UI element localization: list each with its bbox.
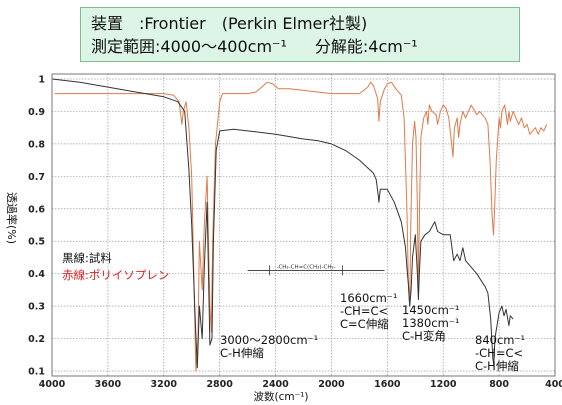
measurement-range: 測定範囲:4000～400cm⁻¹ bbox=[91, 37, 287, 56]
x-tick-label: 2800 bbox=[206, 379, 233, 390]
annotation-line: C-H変角 bbox=[402, 329, 446, 343]
measurement-info-box: 装置 :Frontier (Perkin Elmer社製) 測定範囲:4000～… bbox=[80, 7, 520, 62]
annotation-line: 1660cm⁻¹ bbox=[340, 291, 398, 305]
y-tick-label: 0.4 bbox=[28, 269, 45, 280]
annotation-ch-oop: 840cm⁻¹ -CH=C< C-H伸縮 bbox=[475, 334, 525, 373]
y-tick-label: 0.7 bbox=[28, 172, 45, 183]
x-tick-label: 3600 bbox=[95, 379, 122, 390]
y-tick-label: 0.2 bbox=[28, 334, 45, 345]
plot-frame bbox=[51, 73, 556, 377]
annotation-line: C=C伸縮 bbox=[340, 317, 389, 331]
annotation-line: 840cm⁻¹ bbox=[475, 333, 526, 347]
spectrum-series bbox=[51, 78, 548, 372]
x-tick-label: 4000 bbox=[39, 379, 66, 390]
structure-label: -CH₂-CH=C(CH₃)-CH₂- bbox=[276, 264, 335, 270]
legend: 黒線:試料 赤線:ポリイソプレン bbox=[62, 250, 169, 284]
x-tick-label: 2400 bbox=[262, 379, 289, 390]
annotation-line: C-H伸縮 bbox=[220, 346, 264, 360]
x-tick-labels: 4000 3600 3200 2800 2400 2000 1600 1200 800 400 bbox=[39, 379, 562, 390]
y-axis-label: 透過率(%) bbox=[5, 191, 18, 245]
annotation-cc-stretch: 1660cm⁻¹ -CH=C< C=C伸縮 bbox=[340, 292, 397, 331]
y-tick-label: 0.1 bbox=[28, 367, 45, 378]
annotation-ch-bend: 1450cm⁻¹ 1380cm⁻¹ C-H変角 bbox=[402, 304, 459, 343]
y-tick-labels: 0.1 0.2 0.3 0.4 0.5 0.6 0.7 0.8 0.9 1 bbox=[28, 75, 45, 378]
y-tick-label: 0.6 bbox=[28, 204, 45, 215]
x-tick-label: 3200 bbox=[151, 379, 178, 390]
series-line-sample bbox=[51, 78, 514, 369]
x-tick-label: 1600 bbox=[374, 379, 401, 390]
annotation-line: -CH=C< bbox=[475, 346, 524, 360]
x-tick-label: 1200 bbox=[430, 379, 457, 390]
x-tick-label: 800 bbox=[489, 379, 509, 390]
polyisoprene-structure: -CH₂-CH=C(CH₃)-CH₂- bbox=[247, 264, 385, 276]
series-line-reference bbox=[54, 81, 548, 372]
instrument-line: 装置 :Frontier (Perkin Elmer社製) bbox=[91, 14, 368, 33]
y-tick-label: 1 bbox=[38, 75, 45, 86]
chart-grid bbox=[51, 74, 556, 376]
annotation-line: 1380cm⁻¹ bbox=[402, 316, 460, 330]
legend-sample: 黒線:試料 bbox=[62, 251, 112, 265]
x-tick-label: 400 bbox=[545, 379, 562, 390]
y-tick-label: 0.9 bbox=[28, 107, 45, 118]
y-tick-label: 0.3 bbox=[28, 302, 45, 313]
annotation-line: C-H伸縮 bbox=[475, 359, 519, 373]
resolution: 分解能:4cm⁻¹ bbox=[314, 37, 418, 56]
legend-reference: 赤線:ポリイソプレン bbox=[62, 268, 170, 282]
x-axis-label: 波数(cm⁻¹) bbox=[253, 391, 309, 403]
annotation-line: -CH=C< bbox=[340, 304, 389, 318]
range-resolution-line: 測定範囲:4000～400cm⁻¹ 分解能:4cm⁻¹ bbox=[91, 35, 519, 58]
y-tick-label: 0.5 bbox=[28, 237, 45, 248]
annotation-line: 3000～2800cm⁻¹ bbox=[220, 333, 319, 347]
annotation-ch-stretch: 3000～2800cm⁻¹ C-H伸縮 bbox=[220, 334, 318, 360]
x-tick-label: 2000 bbox=[318, 379, 345, 390]
y-tick-label: 0.8 bbox=[28, 139, 45, 150]
annotation-line: 1450cm⁻¹ bbox=[402, 303, 460, 317]
